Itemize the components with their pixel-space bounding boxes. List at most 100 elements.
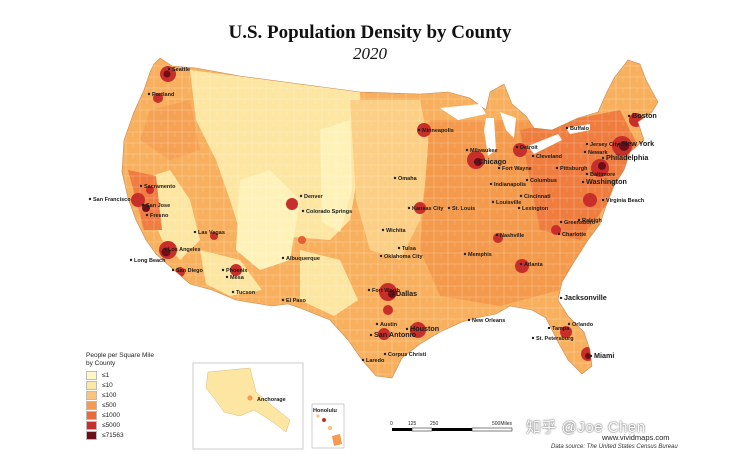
legend-label: ≤5000 (102, 421, 121, 429)
city-dot-corpus-christi (383, 352, 387, 356)
city-dot-pittsburgh (555, 166, 559, 170)
city-label-charlotte: Charlotte (562, 232, 586, 238)
city-label-los-angeles: Los Angeles (168, 247, 201, 253)
city-label-lexington: Lexington (522, 206, 549, 212)
city-label-long-beach: Long Beach (134, 258, 166, 264)
legend-label: ≤500 (102, 401, 117, 409)
city-dot-charlotte (557, 232, 561, 236)
legend-swatch (86, 410, 97, 420)
legend-label: ≤1000 (102, 411, 121, 419)
city-label-virginia-beach: Virginia Beach (606, 198, 645, 204)
city-dot-colorado-springs (301, 209, 305, 213)
city-dot-milwaukee (465, 148, 469, 152)
scale-tick-0: 0 (390, 421, 393, 427)
us-outline (121, 57, 659, 379)
city-label-new-york: New York (622, 139, 654, 148)
legend-item: ≤100 (86, 390, 196, 400)
city-label-cincinnati: Cincinnati (524, 194, 551, 200)
city-label-mesa: Mesa (230, 275, 245, 281)
city-dot-jacksonville (559, 296, 563, 300)
city-dot-sacramento (139, 184, 143, 188)
city-label-columbus: Columbus (530, 178, 557, 184)
watermark: 知乎 @Joe Chen (526, 419, 646, 436)
city-label-cleveland: Cleveland (536, 154, 562, 160)
city-label-albuquerque: Albuquerque (286, 256, 320, 262)
city-label-phoenix: Phoenix (226, 268, 248, 274)
city-dot-fort-worth (367, 288, 371, 292)
city-label-buffalo: Buffalo (570, 126, 590, 132)
site-credit: www.vividmaps.com (602, 433, 670, 442)
city-label-chicago: Chicago (478, 157, 507, 166)
city-dot-philadelphia (601, 156, 605, 160)
data-source: Data source: The United States Census Bu… (551, 444, 678, 450)
city-dot-detroit (515, 145, 519, 149)
city-label-colorado-springs: Colorado Springs (306, 209, 352, 215)
legend-label: ≤71563 (102, 431, 124, 439)
city-label-raleigh: Raleigh (582, 218, 603, 224)
city-dot-columbus (525, 178, 529, 182)
city-label-austin: Austin (380, 322, 398, 328)
city-label-las-vegas: Las Vegas (198, 230, 225, 236)
city-dot-houston (405, 327, 409, 331)
scale-bar: 0 125 250 500Miles (390, 421, 513, 432)
city-dot-seattle (167, 67, 171, 71)
city-dot-orlando (567, 322, 571, 326)
city-label-philadelphia: Philadelphia (606, 153, 649, 162)
city-label-san-jose: San Jose (146, 203, 170, 209)
city-label-portland: Portland (152, 92, 174, 98)
city-dot-chicago (473, 160, 477, 164)
scale-tick-2: 250 (430, 421, 439, 427)
city-dot-miami (589, 354, 593, 358)
city-label-minneapolis: Minneapolis (422, 128, 454, 134)
city-dot-kansas-city (407, 206, 411, 210)
city-label-memphis: Memphis (468, 252, 492, 258)
city-dot-phoenix (221, 268, 225, 272)
city-label-st-louis: St. Louis (452, 206, 475, 212)
city-dot-san-francisco (88, 197, 92, 201)
city-label-tucson: Tucson (236, 290, 256, 296)
city-label-wichita: Wichita (386, 228, 406, 234)
scale-tick-3: 500Miles (492, 421, 513, 427)
city-dot-st-louis (447, 206, 451, 210)
city-label-jacksonville: Jacksonville (564, 293, 607, 302)
hawaii-inset: Honolulu (311, 403, 345, 449)
city-dot-las-vegas (193, 230, 197, 234)
legend-title-line2: by County (86, 359, 116, 367)
city-label-sacramento: Sacramento (144, 184, 176, 190)
city-dot-louisville (491, 200, 495, 204)
legend-rows: ≤1 ≤10 ≤100 ≤500 ≤1000 ≤5000 ≤71563 (86, 370, 196, 440)
city-dot-boston (627, 114, 631, 118)
city-dot-lexington (517, 206, 521, 210)
city-label-st-petersburg: St. Petersburg (536, 336, 574, 342)
city-dot-greensboro (559, 220, 563, 224)
city-dot-new-york (617, 142, 621, 146)
city-label-laredo: Laredo (366, 358, 385, 364)
city-label-jersey-city: Jersey City (590, 142, 620, 148)
city-dot-tulsa (397, 246, 401, 250)
city-label-san-francisco: San Francisco (93, 197, 131, 203)
legend-label: ≤10 (102, 381, 113, 389)
city-label-fort-worth: Fort Worth (372, 288, 401, 294)
city-label-nashville: Nashville (500, 233, 524, 239)
city-label-seattle: Seattle (172, 67, 190, 73)
city-dot-austin (375, 322, 379, 326)
city-label-fresno: Fresno (150, 213, 169, 219)
city-dot-los-angeles (163, 247, 167, 251)
city-dot-indianapolis (489, 182, 493, 186)
city-label-miami: Miami (594, 351, 614, 360)
city-dot-baltimore (585, 172, 589, 176)
city-dot-wichita (381, 228, 385, 232)
city-dot-cleveland (531, 154, 535, 158)
city-dot-minneapolis (417, 128, 421, 132)
city-dot-atlanta (519, 262, 523, 266)
city-label-san-diego: San Diego (176, 268, 204, 274)
city-dot-mesa (225, 275, 229, 279)
map-subtitle: 2020 (353, 44, 387, 63)
city-dot-raleigh (577, 218, 581, 222)
legend-item: ≤10 (86, 380, 196, 390)
city-label-houston: Houston (410, 324, 439, 333)
city-dot-omaha (393, 176, 397, 180)
legend-swatch (86, 420, 97, 430)
city-label-san-antonio: San Antonio (374, 330, 417, 339)
city-label-milwaukee: Milwaukee (470, 148, 498, 154)
